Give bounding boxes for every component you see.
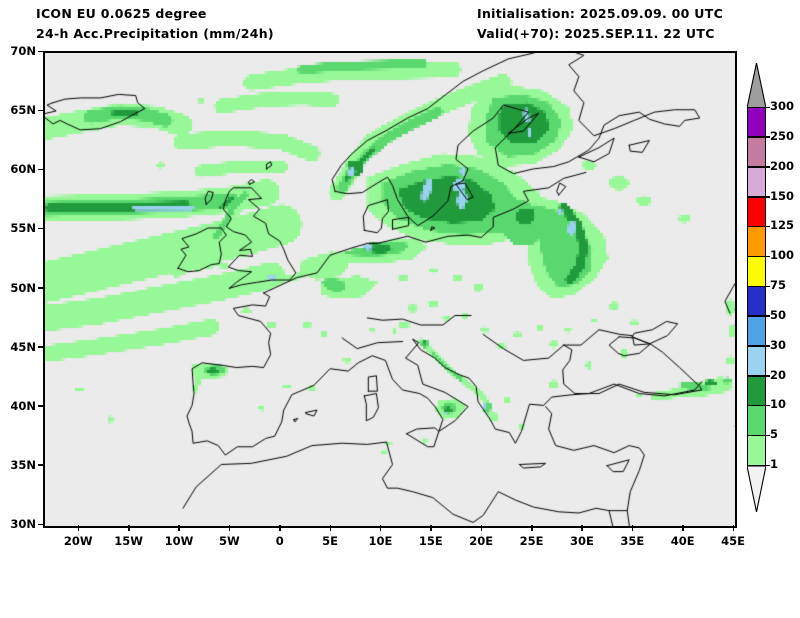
colorbar-tick-mark: [747, 405, 770, 407]
lat-tick-label: 65N: [2, 103, 36, 117]
lon-tick-mark: [682, 525, 684, 531]
lat-tick-label: 30N: [2, 517, 36, 531]
colorbar-tick-label: 250: [770, 129, 794, 143]
lon-tick-label: 5E: [310, 534, 350, 548]
lon-tick-label: 10W: [159, 534, 199, 548]
colorbar-under-arrow: [747, 466, 766, 512]
lon-tick-mark: [531, 525, 533, 531]
lat-tick-mark: [38, 464, 44, 466]
lon-tick-label: 35E: [612, 534, 652, 548]
lon-tick-label: 20W: [58, 534, 98, 548]
colorbar-band: [748, 317, 765, 347]
colorbar-tick-label: 200: [770, 159, 794, 173]
colorbar-tick-mark: [747, 435, 770, 437]
lat-tick-mark: [38, 110, 44, 112]
lon-tick-label: 25E: [512, 534, 552, 548]
lon-tick-mark: [128, 525, 130, 531]
lon-tick-mark: [178, 525, 180, 531]
colorbar-tick-mark: [747, 375, 770, 377]
colorbar-band: [748, 197, 765, 227]
lat-tick-mark: [38, 51, 44, 53]
colorbar-tick-label: 20: [770, 368, 786, 382]
colorbar-band: [748, 138, 765, 168]
colorbar-band: [748, 376, 765, 406]
lon-tick-label: 0: [260, 534, 300, 548]
colorbar-tick-mark: [747, 166, 770, 168]
colorbar-tick-mark: [747, 286, 770, 288]
colorbar-tick-mark: [747, 226, 770, 228]
colorbar-band: [748, 347, 765, 377]
lat-tick-label: 55N: [2, 221, 36, 235]
colorbar-tick-label: 30: [770, 338, 786, 352]
lat-tick-mark: [38, 346, 44, 348]
model-title: ICON EU 0.0625 degree: [36, 6, 207, 21]
colorbar-tick-mark: [747, 196, 770, 198]
lon-tick-label: 5W: [209, 534, 249, 548]
colorbar: 1 5 10 20 30 50 75 100 125 150 200 250 300: [744, 57, 796, 522]
lat-tick-mark: [38, 405, 44, 407]
colorbar-band: [748, 168, 765, 198]
lon-tick-label: 15E: [411, 534, 451, 548]
lat-tick-mark: [38, 169, 44, 171]
lon-tick-label: 15W: [109, 534, 149, 548]
map-plot-area: [43, 51, 737, 528]
colorbar-band: [748, 436, 765, 466]
colorbar-tick-label: 125: [770, 218, 794, 232]
lon-tick-mark: [581, 525, 583, 531]
colorbar-over-arrow: [747, 63, 766, 108]
colorbar-tick-mark: [747, 465, 770, 467]
colorbar-tick-label: 10: [770, 397, 786, 411]
precipitation-raster: [45, 53, 735, 526]
colorbar-tick-mark: [747, 256, 770, 258]
colorbar-tick-label: 1: [770, 457, 778, 471]
lon-tick-mark: [632, 525, 634, 531]
lon-tick-mark: [78, 525, 80, 531]
colorbar-band: [748, 108, 765, 138]
lon-tick-label: 45E: [713, 534, 753, 548]
colorbar-tick-label: 100: [770, 248, 794, 262]
colorbar-tick-mark: [747, 107, 770, 109]
colorbar-band: [748, 287, 765, 317]
colorbar-tick-label: 50: [770, 308, 786, 322]
lon-tick-label: 30E: [562, 534, 602, 548]
colorbar-bands: [747, 107, 766, 467]
colorbar-tick-label: 5: [770, 427, 778, 441]
lon-tick-mark: [430, 525, 432, 531]
lon-tick-mark: [481, 525, 483, 531]
lon-tick-label: 10E: [360, 534, 400, 548]
colorbar-tick-label: 300: [770, 99, 794, 113]
lat-tick-label: 35N: [2, 458, 36, 472]
colorbar-band: [748, 257, 765, 287]
lon-tick-label: 40E: [663, 534, 703, 548]
field-title: 24-h Acc.Precipitation (mm/24h): [36, 26, 274, 41]
initialisation-time: Initialisation: 2025.09.09. 00 UTC: [477, 6, 723, 21]
lon-tick-mark: [229, 525, 231, 531]
lon-tick-mark: [733, 525, 735, 531]
lon-tick-mark: [279, 525, 281, 531]
lat-tick-label: 40N: [2, 399, 36, 413]
colorbar-tick-mark: [747, 345, 770, 347]
lon-tick-label: 20E: [461, 534, 501, 548]
weather-map-page: ICON EU 0.0625 degree 24-h Acc.Precipita…: [0, 0, 800, 618]
lon-tick-mark: [330, 525, 332, 531]
colorbar-tick-mark: [747, 315, 770, 317]
colorbar-band: [748, 227, 765, 257]
lat-tick-label: 70N: [2, 44, 36, 58]
lat-tick-label: 45N: [2, 340, 36, 354]
lat-tick-label: 60N: [2, 162, 36, 176]
lat-tick-mark: [38, 228, 44, 230]
lat-tick-mark: [38, 524, 44, 526]
lat-tick-label: 50N: [2, 281, 36, 295]
colorbar-band: [748, 406, 765, 436]
colorbar-tick-label: 75: [770, 278, 786, 292]
colorbar-tick-mark: [747, 136, 770, 138]
valid-time: Valid(+70): 2025.SEP.11. 22 UTC: [477, 26, 715, 41]
lon-tick-mark: [380, 525, 382, 531]
colorbar-tick-label: 150: [770, 189, 794, 203]
lat-tick-mark: [38, 287, 44, 289]
